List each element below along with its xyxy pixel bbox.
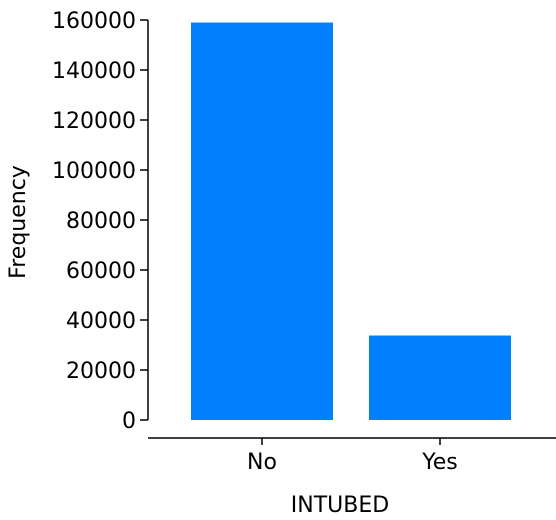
y-tick-label: 140000 bbox=[52, 59, 136, 84]
y-axis: 0 20000 40000 60000 80000 100000 120000 140000 1… bbox=[52, 9, 149, 434]
bar-yes bbox=[369, 335, 511, 420]
y-tick-label: 120000 bbox=[52, 109, 136, 134]
x-tick-label: No bbox=[247, 450, 277, 475]
y-axis-label: Frequency bbox=[6, 165, 31, 279]
y-ticks: 0 20000 40000 60000 80000 100000 120000 140000 1… bbox=[52, 9, 148, 434]
y-tick-label: 60000 bbox=[66, 259, 136, 284]
y-tick-label: 80000 bbox=[66, 209, 136, 234]
y-tick-label: 20000 bbox=[66, 359, 136, 384]
y-tick-label: 40000 bbox=[66, 309, 136, 334]
bars bbox=[191, 22, 511, 420]
bar-no bbox=[191, 22, 333, 420]
x-axis-label: INTUBED bbox=[291, 493, 389, 518]
y-tick-label: 0 bbox=[122, 409, 136, 434]
y-tick-label: 100000 bbox=[52, 159, 136, 184]
y-tick-label: 160000 bbox=[52, 9, 136, 34]
x-axis: No Yes bbox=[148, 437, 556, 475]
x-tick-label: Yes bbox=[421, 450, 458, 475]
x-ticks: No Yes bbox=[247, 438, 458, 475]
